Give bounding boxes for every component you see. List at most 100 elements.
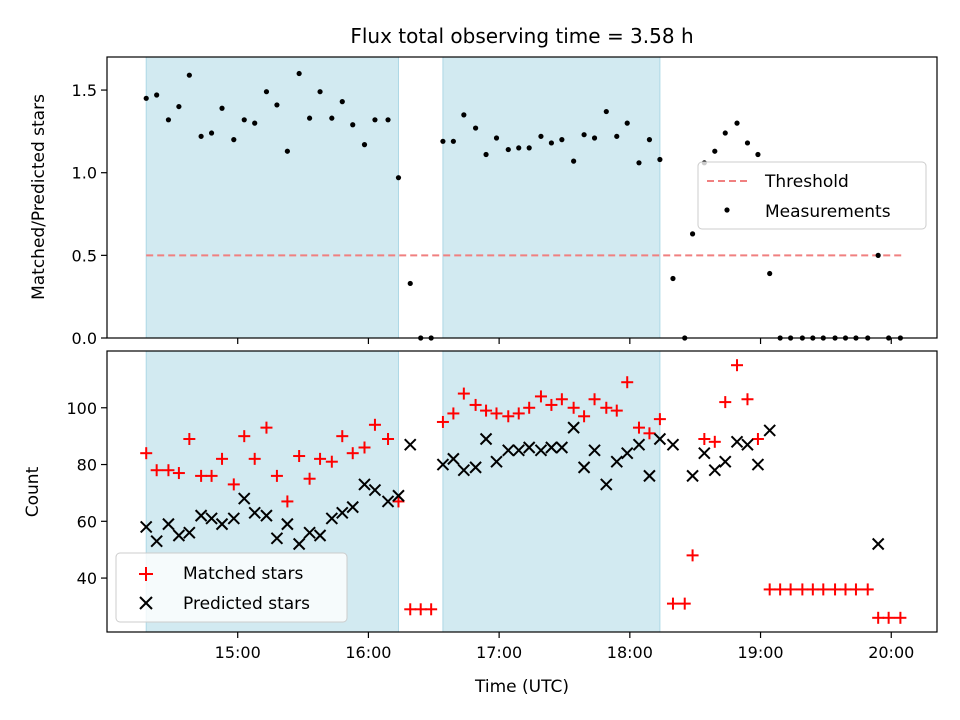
predicted-star-point <box>447 452 460 466</box>
measurement-point <box>252 120 258 126</box>
predicted-star-point <box>632 438 646 451</box>
matched-star-point <box>806 583 819 596</box>
predicted-star-point <box>719 455 732 468</box>
bottom-y-axis-label: Count <box>23 466 43 517</box>
matched-star-point <box>336 430 349 443</box>
top-legend-box <box>697 161 927 230</box>
matched-star-point <box>600 401 613 414</box>
measurement-point <box>581 132 587 138</box>
predicted-star-point <box>346 500 359 514</box>
matched-star-point <box>751 432 764 445</box>
predicted-star-point <box>172 529 186 542</box>
predicted-star-point <box>260 509 273 522</box>
measurement-point <box>231 137 237 143</box>
predicted-star-point <box>479 432 493 446</box>
matched-star-point <box>678 597 691 610</box>
measurement-point <box>689 231 696 237</box>
measurements-legend-label: Measurements <box>765 202 891 222</box>
predicted-star-point <box>303 526 316 539</box>
matched-legend-label: Matched stars <box>183 564 303 584</box>
predicted-star-point <box>751 458 765 471</box>
matched-star-point <box>523 401 536 414</box>
top-y-ticks: 0.0 0.5 1.0 1.5 <box>72 81 107 348</box>
matched-star-point <box>195 469 208 482</box>
matched-star-point <box>610 404 623 417</box>
measurement-point <box>461 112 467 118</box>
predicted-star-point <box>183 526 196 539</box>
matched-star-point <box>567 401 580 414</box>
matched-star-point <box>731 359 744 372</box>
bottom-x-tick-label: 19:00 <box>737 643 783 662</box>
top-legend: Threshold Measurements <box>697 161 927 230</box>
matched-star-point <box>469 398 482 411</box>
measurement-point <box>483 151 489 158</box>
matched-star-point <box>140 447 153 460</box>
measurement-point <box>395 175 402 181</box>
matched-star-point <box>425 603 438 616</box>
measurement-point <box>361 142 368 148</box>
matched-star-point <box>457 387 470 400</box>
matched-star-point <box>314 452 327 465</box>
top-x-ticks <box>237 338 892 344</box>
top-shaded-spans <box>145 56 661 339</box>
matched-star-point <box>774 583 787 596</box>
predicted-star-point <box>666 438 680 451</box>
top-shaded-span-0 <box>145 56 399 339</box>
predicted-star-point <box>502 444 515 457</box>
measurement-point <box>329 115 335 121</box>
measurement-point <box>143 95 149 101</box>
predicted-star-point <box>368 483 382 497</box>
matched-star-point <box>817 583 830 596</box>
predicted-star-point <box>708 464 722 477</box>
matched-star-point <box>183 432 196 445</box>
measurement-point <box>339 99 345 105</box>
matched-star-point <box>784 583 797 596</box>
measurement-point <box>744 140 751 146</box>
predicted-star-point <box>281 517 294 531</box>
predicted-star-point <box>140 520 153 534</box>
bottom-x-tick-label: 16:00 <box>345 643 391 662</box>
top-panel: 0.0 0.5 1.0 1.5 Matched/Predicted stars Thr… <box>29 56 938 348</box>
predicted-legend-label: Predicted stars <box>183 594 310 614</box>
measurement-point <box>198 133 204 139</box>
matched-star-point <box>708 435 721 448</box>
matched-star-point <box>358 441 371 454</box>
top-shaded-span-1 <box>442 56 661 339</box>
bottom-axes-frame <box>106 350 938 633</box>
predicted-star-point <box>555 441 569 454</box>
predicted-star-point <box>871 537 885 551</box>
matched-star-point <box>545 398 558 411</box>
threshold-legend-label: Threshold <box>764 172 849 192</box>
predicted-star-point <box>436 458 450 471</box>
predicted-stars-points <box>140 421 885 551</box>
matched-star-point <box>303 472 316 485</box>
measurement-point <box>407 280 413 287</box>
predicted-star-point <box>238 492 251 505</box>
measurement-point <box>603 108 609 115</box>
matched-stars-points <box>140 359 907 624</box>
measurement-point <box>306 115 313 121</box>
measurement-point <box>350 122 356 128</box>
predicted-star-point <box>686 469 699 483</box>
predicted-star-point <box>741 438 754 451</box>
measurement-point <box>571 158 577 164</box>
matched-star-point <box>829 583 842 596</box>
bottom-x-tick-label: 20:00 <box>868 643 914 662</box>
predicted-star-point <box>545 441 558 454</box>
bottom-shaded-span-1 <box>442 350 661 633</box>
measurement-point <box>186 72 192 78</box>
measurement-point <box>624 120 630 126</box>
measurement-point <box>493 135 500 141</box>
bottom-panel: 40 60 80 100 15:00 16:00 17:00 18:00 19:00 20:00… <box>23 350 938 697</box>
top-y-tick-label: 1.5 <box>72 81 97 100</box>
predicted-star-point <box>227 512 240 525</box>
measurement-point <box>372 117 378 123</box>
predicted-star-point <box>610 455 623 468</box>
matched-star-point <box>555 393 568 406</box>
matched-star-point <box>404 603 417 616</box>
predicted-star-point <box>150 534 163 548</box>
predicted-star-point <box>469 461 482 474</box>
matched-star-point <box>150 464 163 477</box>
matched-star-point <box>325 455 338 468</box>
matched-star-point <box>480 404 493 417</box>
